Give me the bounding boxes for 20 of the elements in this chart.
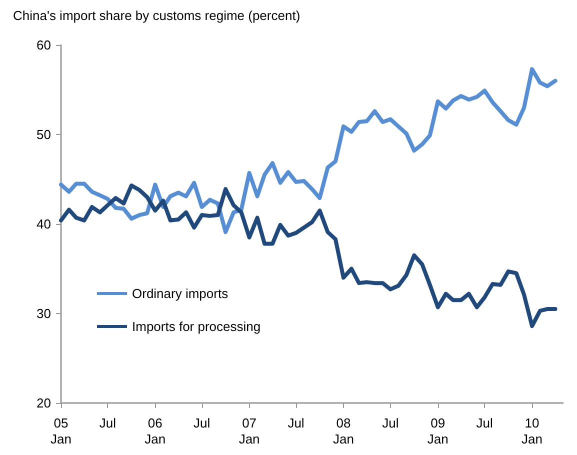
- x-tick-label: 07 Jan: [238, 416, 260, 446]
- x-tick-label: Jul: [194, 416, 210, 430]
- x-tick-label: Jul: [476, 416, 493, 430]
- y-tick-label: 40: [36, 216, 51, 232]
- x-tick-label: 05 Jan: [50, 416, 72, 446]
- x-tick-label: 09 Jan: [427, 416, 448, 446]
- y-tick-label: 60: [36, 38, 51, 52]
- chart-title: China's import share by customs regime (percent): [13, 8, 300, 23]
- line-series: [59, 67, 558, 234]
- x-tick-label: Jul: [288, 416, 304, 430]
- x-tick-label: 10 Jan: [522, 416, 543, 446]
- x-tick-label: Jul: [99, 416, 116, 430]
- x-tick-label: 08 Jan: [332, 416, 354, 446]
- y-tick-label: 30: [36, 306, 51, 321]
- legend-label: Ordinary imports: [132, 286, 229, 301]
- y-tick-label: 50: [36, 127, 51, 142]
- x-tick-label: 06 Jan: [144, 416, 166, 446]
- legend-label: Imports for processing: [132, 319, 261, 334]
- y-tick-label: 20: [36, 396, 51, 410]
- x-tick-label: Jul: [382, 416, 399, 430]
